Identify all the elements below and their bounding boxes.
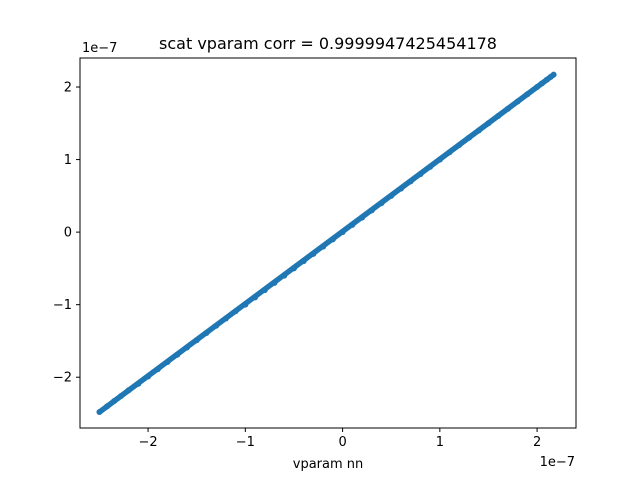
scatter-point	[456, 142, 463, 149]
y-tick-label: −2	[53, 371, 72, 386]
x-tick-label: 0	[338, 435, 346, 450]
scatter-point	[388, 192, 395, 199]
y-tick-label: −1	[53, 298, 72, 313]
scatter-point	[271, 279, 278, 286]
scatter-point	[329, 236, 336, 243]
y-offset-label: 1e−7	[82, 41, 117, 56]
scatter-point	[213, 322, 220, 329]
scatter-point	[495, 113, 502, 120]
scatter-point	[154, 366, 161, 373]
scatter-point	[164, 358, 171, 365]
x-axis-label: vparam nn	[293, 457, 364, 472]
y-tick-label: 0	[64, 226, 72, 241]
x-tick-label: 1	[436, 435, 444, 450]
scatter-point	[427, 163, 434, 170]
scatter-point	[378, 200, 385, 207]
scatter-point	[397, 185, 404, 192]
scatter-point	[524, 91, 531, 98]
axis-ticks: −2 −1 0 1 2 −2 −1 0 1 2	[53, 81, 541, 450]
x-tick-label: −2	[138, 435, 157, 450]
scatter-point	[300, 258, 307, 265]
x-offset-label: 1e−7	[540, 455, 575, 470]
scatter-point	[475, 127, 482, 134]
scatter-point	[359, 214, 366, 221]
x-tick-label: 2	[533, 435, 541, 450]
scatter-point	[534, 84, 541, 91]
scatter-point	[183, 344, 190, 351]
scatter-point	[310, 250, 317, 257]
scatter-point	[252, 294, 259, 301]
scatter-point	[232, 308, 239, 315]
scatter-point	[117, 393, 124, 400]
y-tick-label: 1	[64, 153, 72, 168]
scatter-point	[485, 120, 492, 127]
scatter-point	[145, 373, 152, 380]
scatter-point	[290, 265, 297, 272]
scatter-point	[104, 403, 111, 410]
chart-title: scat vparam corr = 0.9999947425454178	[159, 34, 497, 53]
scatter-point	[111, 398, 118, 405]
x-tick-label: −1	[236, 435, 255, 450]
scatter-point	[203, 329, 210, 336]
scatter-point	[504, 105, 511, 112]
scatter-point	[349, 221, 356, 228]
scatter-point	[514, 98, 521, 105]
scatter-point	[339, 229, 346, 236]
scatter-point	[174, 351, 181, 358]
scatter-point	[193, 337, 200, 344]
scatter-point	[417, 171, 424, 178]
scatter-point	[436, 156, 443, 163]
scatter-point	[368, 207, 375, 214]
scatter-point	[320, 243, 327, 250]
scatter-point	[125, 387, 132, 394]
scatter-point	[242, 301, 249, 308]
scatter-point	[407, 178, 414, 185]
scatter-point	[96, 409, 103, 416]
y-tick-label: 2	[64, 81, 72, 96]
scatter-point	[281, 272, 288, 279]
scatter-point	[135, 380, 142, 387]
scatter-point	[538, 80, 545, 87]
scatter-point	[222, 315, 229, 322]
plot-frame	[79, 57, 577, 429]
scatter-point	[446, 149, 453, 156]
scatter-points	[96, 71, 557, 416]
scatter-point	[466, 134, 473, 141]
scatter-point	[550, 71, 557, 78]
scatter-point	[261, 287, 268, 294]
